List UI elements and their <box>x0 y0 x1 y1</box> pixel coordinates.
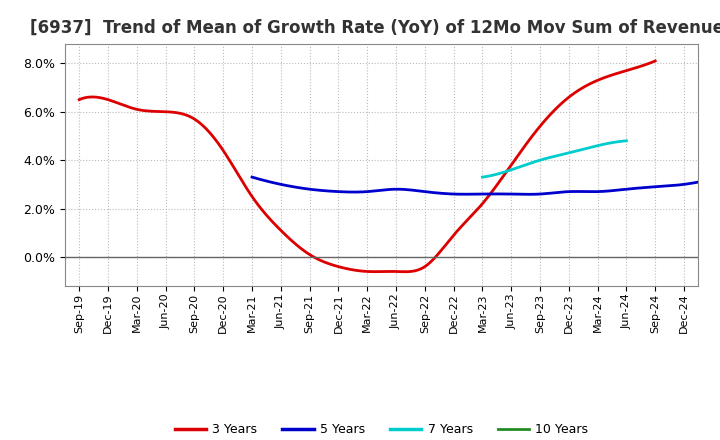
Legend: 3 Years, 5 Years, 7 Years, 10 Years: 3 Years, 5 Years, 7 Years, 10 Years <box>170 418 593 440</box>
Title: [6937]  Trend of Mean of Growth Rate (YoY) of 12Mo Mov Sum of Revenues: [6937] Trend of Mean of Growth Rate (YoY… <box>30 19 720 37</box>
